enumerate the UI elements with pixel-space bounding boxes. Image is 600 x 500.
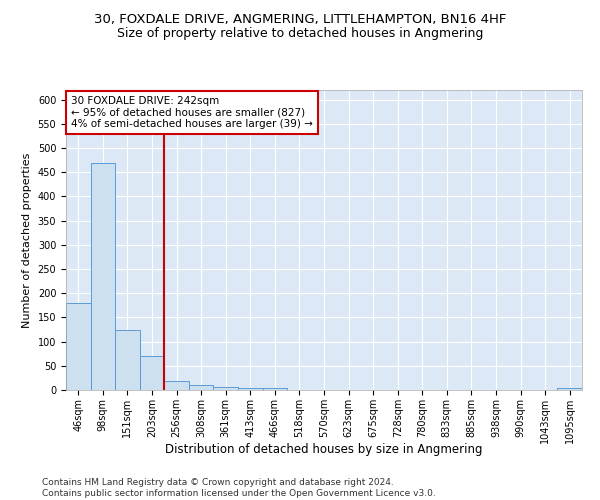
Text: 30, FOXDALE DRIVE, ANGMERING, LITTLEHAMPTON, BN16 4HF: 30, FOXDALE DRIVE, ANGMERING, LITTLEHAMP… bbox=[94, 12, 506, 26]
Bar bbox=[263, 388, 287, 390]
Text: 30 FOXDALE DRIVE: 242sqm
← 95% of detached houses are smaller (827)
4% of semi-d: 30 FOXDALE DRIVE: 242sqm ← 95% of detach… bbox=[71, 96, 313, 129]
Text: Contains HM Land Registry data © Crown copyright and database right 2024.
Contai: Contains HM Land Registry data © Crown c… bbox=[42, 478, 436, 498]
Bar bbox=[214, 386, 238, 390]
Text: Size of property relative to detached houses in Angmering: Size of property relative to detached ho… bbox=[117, 28, 483, 40]
Bar bbox=[66, 303, 91, 390]
Bar bbox=[557, 388, 582, 390]
Y-axis label: Number of detached properties: Number of detached properties bbox=[22, 152, 32, 328]
Bar bbox=[164, 382, 189, 390]
Bar bbox=[91, 162, 115, 390]
Text: Distribution of detached houses by size in Angmering: Distribution of detached houses by size … bbox=[165, 442, 483, 456]
Bar bbox=[115, 330, 140, 390]
Bar bbox=[238, 388, 263, 390]
Bar bbox=[189, 385, 214, 390]
Bar bbox=[140, 356, 164, 390]
